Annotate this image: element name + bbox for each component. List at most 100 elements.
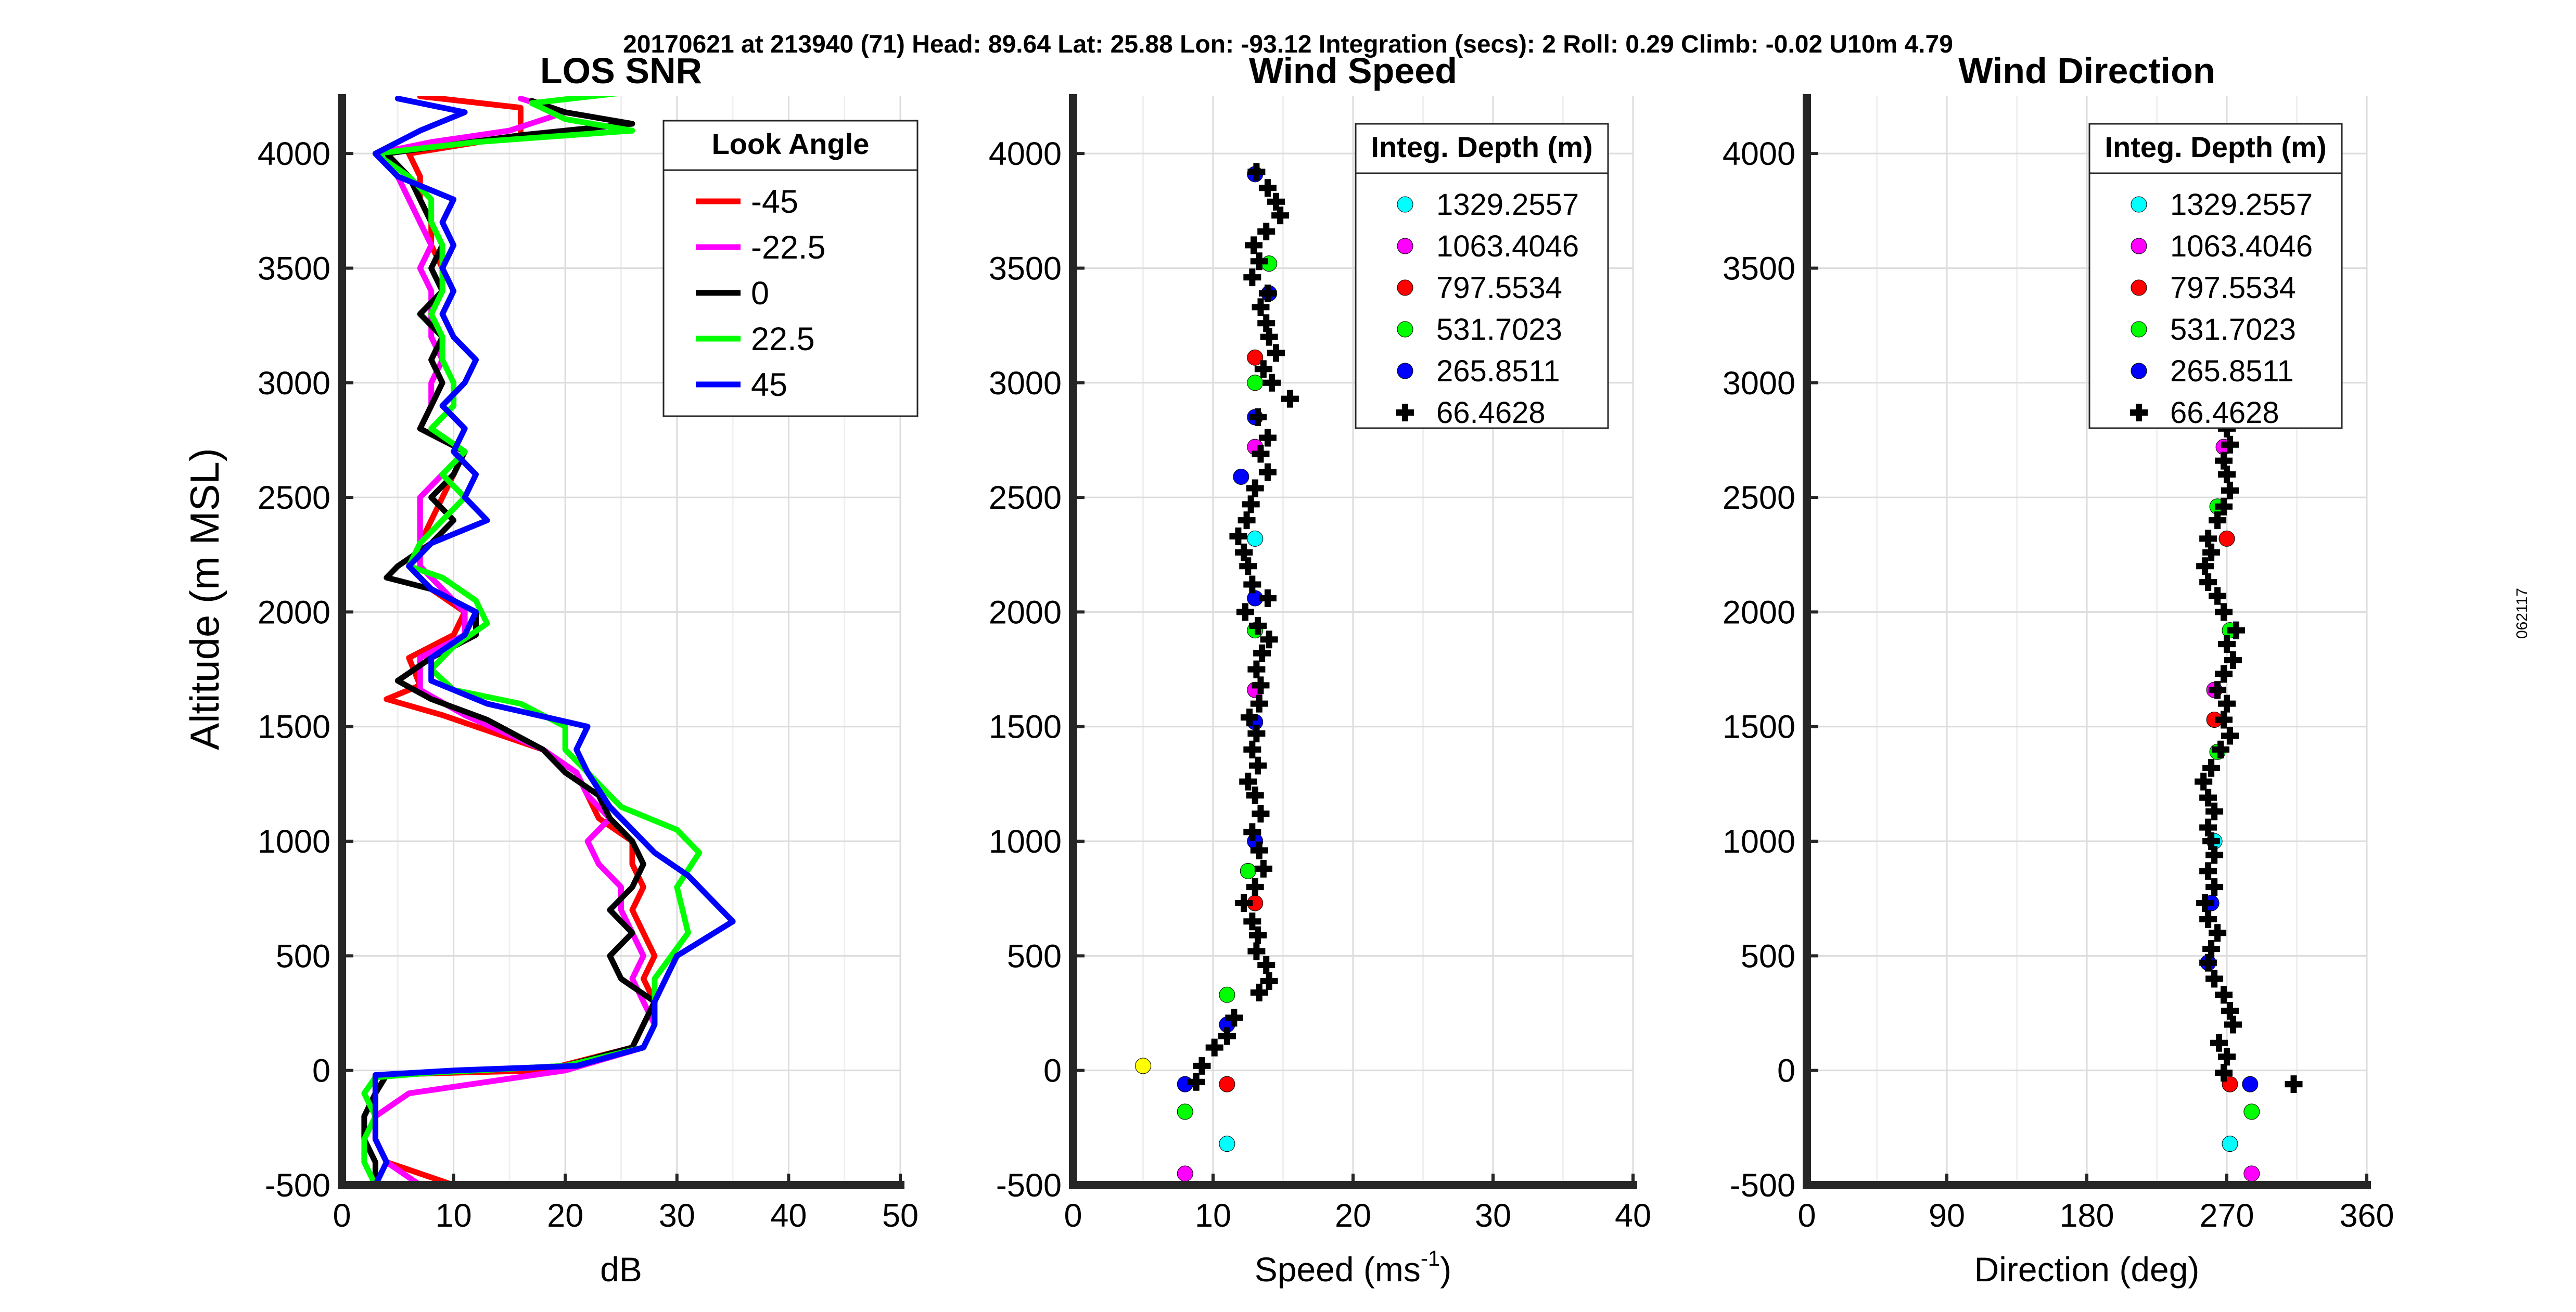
data-point xyxy=(1177,1165,1193,1182)
data-point xyxy=(2243,1103,2260,1120)
data-point xyxy=(1247,724,1266,742)
legend: Integ. Depth (m) 1329.2557 1063.4046 797.55… xyxy=(2088,123,2343,430)
y-tick-label: 4000 xyxy=(1723,136,1795,172)
data-point xyxy=(1267,344,1285,362)
data-point xyxy=(1187,1073,1205,1091)
chart-title: Wind Direction xyxy=(1958,50,2215,91)
y-tick-label: 3000 xyxy=(258,365,330,402)
data-layer xyxy=(361,96,736,1185)
data-point xyxy=(2218,635,2236,653)
y-tick-label: 0 xyxy=(1777,1053,1795,1089)
y-tick-label: 500 xyxy=(1741,938,1795,974)
data-point xyxy=(1258,429,1277,447)
data-point xyxy=(1263,374,1281,392)
y-tick-label: 2500 xyxy=(989,480,1062,516)
side-stamp: 062117 xyxy=(2514,588,2531,639)
data-point xyxy=(1193,1057,1211,1075)
x-tick-label: 50 xyxy=(882,1198,919,1234)
series-line-2 xyxy=(372,96,658,1185)
data-point xyxy=(2215,986,2233,1004)
data-point xyxy=(1219,1136,1235,1152)
y-axis-label: Altitude (m MSL) xyxy=(182,448,227,750)
x-axis-label: Direction (deg) xyxy=(1974,1250,2200,1289)
data-point xyxy=(2285,1075,2303,1094)
data-point xyxy=(1257,222,1276,240)
x-tick-label: 30 xyxy=(659,1198,695,1234)
x-tick-label: 0 xyxy=(1064,1198,1082,1234)
data-point xyxy=(2196,894,2214,912)
x-tick-label: 40 xyxy=(1615,1198,1651,1234)
data-point xyxy=(1243,823,1261,841)
y-tick-label: 1500 xyxy=(1723,709,1795,745)
y-tick-label: 1500 xyxy=(989,709,1062,745)
x-tick-label: 10 xyxy=(436,1198,472,1234)
data-point xyxy=(2199,818,2217,837)
data-point xyxy=(2209,924,2227,942)
x-tick-label: 270 xyxy=(2199,1198,2254,1234)
y-tick-label: 500 xyxy=(276,938,330,974)
data-point xyxy=(1249,616,1267,635)
data-point xyxy=(2199,530,2217,548)
data-point xyxy=(1254,360,1272,378)
data-point xyxy=(2227,621,2245,639)
y-tick-label: 3500 xyxy=(258,250,330,287)
y-tick-label: 1000 xyxy=(989,824,1062,860)
legend-swatch xyxy=(2131,279,2147,296)
data-point xyxy=(1243,740,1261,758)
legend-entry-label: 1329.2557 xyxy=(2170,188,2313,222)
y-tick-label: -500 xyxy=(996,1167,1062,1204)
data-point xyxy=(2215,497,2233,516)
data-point xyxy=(2242,1076,2259,1092)
y-tick-label: 3000 xyxy=(989,365,1062,402)
legend-entry-label: 265.8511 xyxy=(1436,354,1560,388)
data-point xyxy=(1254,859,1272,878)
x-tick-label: 40 xyxy=(770,1198,807,1234)
legend-swatch xyxy=(1396,404,1414,421)
los-snr-panel: 0 10 20 30 40 50-5000500100015002000250030003… xyxy=(182,50,919,1289)
legend-entry-label: 1063.4046 xyxy=(1436,229,1579,263)
y-tick-label: 3000 xyxy=(1723,365,1795,402)
legend-title: Integ. Depth (m) xyxy=(1371,131,1592,163)
data-point xyxy=(1218,1027,1236,1045)
data-point xyxy=(2205,970,2224,988)
legend-swatch xyxy=(1397,279,1413,296)
legend-swatch xyxy=(1397,363,1413,379)
data-point xyxy=(2218,1048,2236,1066)
data-point xyxy=(1247,349,1264,366)
legend-entry-label: 531.7023 xyxy=(2170,313,2296,346)
data-point xyxy=(1249,408,1267,426)
data-point xyxy=(1243,912,1261,931)
legend-swatch xyxy=(2131,363,2147,379)
data-point xyxy=(1247,942,1266,960)
data-point xyxy=(1225,1009,1243,1027)
legend-entry-label: -45 xyxy=(751,184,798,220)
data-point xyxy=(2205,802,2224,820)
legend-swatch xyxy=(1397,238,1413,254)
y-tick-label: 1500 xyxy=(258,709,330,745)
legend-entry-label: 797.5534 xyxy=(2170,271,2296,305)
y-tick-label: 2000 xyxy=(1723,594,1795,631)
legend-swatch xyxy=(2131,321,2147,338)
data-point xyxy=(1246,479,1264,497)
legend-title: Look Angle xyxy=(712,127,870,160)
data-point xyxy=(1235,894,1253,912)
data-layer xyxy=(1135,163,1299,1182)
data-point xyxy=(2221,727,2239,745)
y-tick-label: 2000 xyxy=(989,594,1062,631)
data-point xyxy=(2202,940,2221,958)
x-tick-label: 0 xyxy=(333,1198,351,1234)
x-tick-label: 90 xyxy=(1929,1198,1965,1234)
y-tick-label: 0 xyxy=(312,1053,330,1089)
y-tick-label: 4000 xyxy=(989,136,1062,172)
data-point xyxy=(2209,511,2227,530)
data-point xyxy=(1250,983,1268,1001)
data-point xyxy=(2215,1064,2233,1082)
x-tick-label: 20 xyxy=(547,1198,583,1234)
figure-header: 20170621 at 213940 (71) Head: 89.64 Lat:… xyxy=(623,31,1953,58)
data-point xyxy=(1252,805,1270,823)
legend-title: Integ. Depth (m) xyxy=(2105,131,2326,163)
data-point xyxy=(1233,468,1249,485)
data-point xyxy=(1253,644,1271,662)
y-tick-label: 2500 xyxy=(1723,480,1795,516)
data-point xyxy=(1252,445,1270,463)
